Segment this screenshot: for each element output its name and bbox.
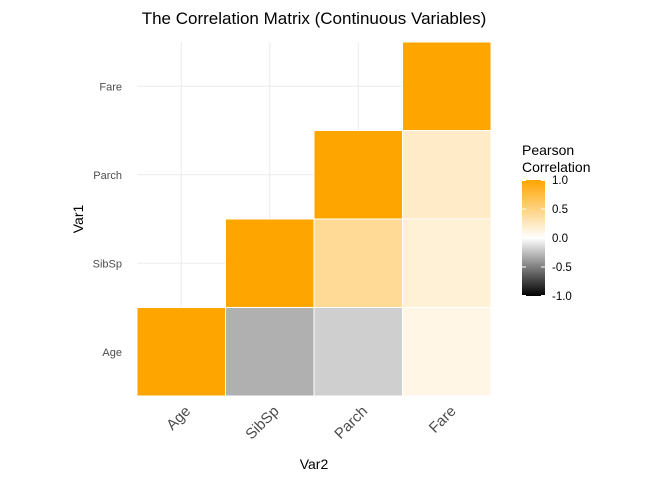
heatmap-cell-age-fare: [402, 307, 492, 397]
heatmap-cell-age-age: [136, 307, 226, 397]
x-tick-labels: Age SibSp Parch Fare: [163, 403, 459, 443]
x-tick-label-parch: Parch: [331, 403, 371, 443]
chart-title: The Correlation Matrix (Continuous Varia…: [142, 9, 487, 28]
legend-colorbar: [522, 180, 545, 296]
heatmap-cell-age-sibsp: [225, 307, 315, 397]
heatmap-cells: [136, 41, 492, 397]
legend-title-line-1: Pearson: [522, 142, 574, 158]
heatmap-cell-fare-fare: [402, 41, 492, 131]
x-axis-title: Var2: [300, 456, 329, 472]
x-tick-label-fare: Fare: [426, 403, 460, 437]
heatmap-cell-parch-parch: [313, 130, 403, 220]
legend-tick-label-3: -0.5: [552, 262, 572, 274]
y-tick-label-parch: Parch: [93, 170, 122, 182]
heatmap-cell-parch-fare: [402, 130, 492, 220]
heatmap-cell-sibsp-parch: [313, 218, 403, 308]
y-axis-title: Var1: [70, 205, 86, 234]
legend-tick-label-4: -1.0: [552, 291, 572, 303]
legend-tick-label-1: 0.5: [552, 204, 568, 216]
y-tick-label-fare: Fare: [99, 81, 122, 93]
x-tick-label-age: Age: [163, 403, 194, 434]
color-legend: Pearson Correlation 1.0 0.5 0.0 -0.5 -1.0: [522, 142, 590, 303]
y-tick-label-age: Age: [102, 347, 122, 359]
heatmap-cell-age-parch: [313, 307, 403, 397]
legend-title-line-2: Correlation: [522, 159, 590, 175]
legend-tick-label-2: 0.0: [552, 233, 568, 245]
x-tick-label-sibsp: SibSp: [242, 403, 282, 443]
y-tick-label-sibsp: SibSp: [93, 258, 122, 270]
legend-ticks: 1.0 0.5 0.0 -0.5 -1.0: [522, 175, 572, 303]
heatmap-cell-sibsp-sibsp: [225, 218, 315, 308]
heatmap-cell-sibsp-fare: [402, 218, 492, 308]
y-tick-labels: Age SibSp Parch Fare: [93, 81, 122, 359]
legend-tick-label-0: 1.0: [552, 175, 568, 187]
